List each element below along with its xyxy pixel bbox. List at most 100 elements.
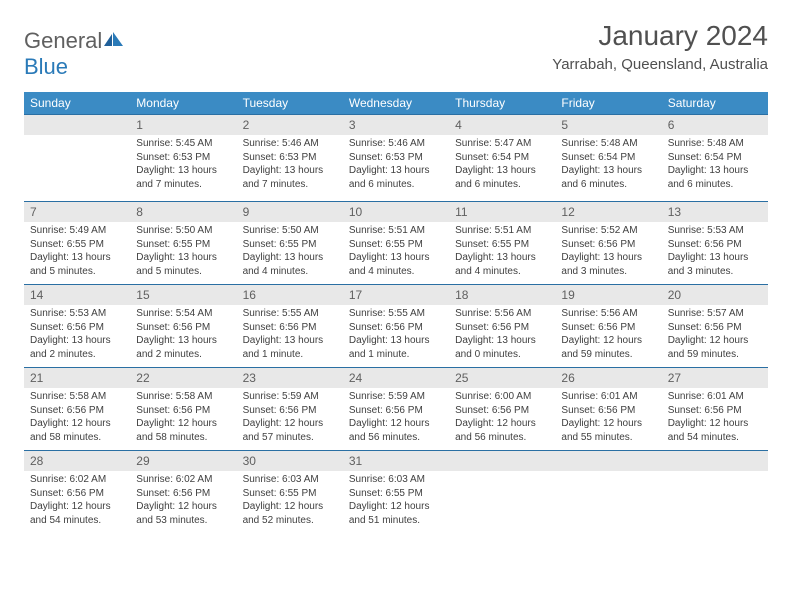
calendar-day-cell: 10 Sunrise: 5:51 AMSunset: 6:55 PMDayligh… [343,202,449,285]
day-content: Sunrise: 5:59 AMSunset: 6:56 PMDaylight:… [343,388,449,448]
calendar-day-cell: 29Sunrise: 6:02 AMSunset: 6:56 PMDayligh… [130,451,236,538]
day-number: 25 [449,368,555,388]
calendar-day-cell: 9Sunrise: 5:50 AMSunset: 6:55 PMDaylight… [237,202,343,285]
sunrise-text: Sunrise: 5:50 AM [243,224,337,238]
sunrise-text: Sunrise: 5:55 AM [243,307,337,321]
calendar-day-cell: 23Sunrise: 5:59 AMSunset: 6:56 PMDayligh… [237,368,343,451]
day-number: 12 [555,202,661,222]
daylight-text: Daylight: 12 hours and 55 minutes. [561,417,655,444]
calendar-table: SundayMondayTuesdayWednesdayThursdayFrid… [24,92,768,537]
day-number: 4 [449,115,555,135]
calendar-day-cell: 4Sunrise: 5:47 AMSunset: 6:54 PMDaylight… [449,115,555,202]
sunset-text: Sunset: 6:56 PM [30,321,124,335]
sunrise-text: Sunrise: 5:49 AM [30,224,124,238]
sunrise-text: Sunrise: 5:55 AM [349,307,443,321]
day-content: Sunrise: 5:54 AMSunset: 6:56 PMDaylight:… [130,305,236,365]
daylight-text: Daylight: 12 hours and 57 minutes. [243,417,337,444]
day-content: Sunrise: 6:01 AMSunset: 6:56 PMDaylight:… [662,388,768,448]
calendar-day-cell: 31Sunrise: 6:03 AMSunset: 6:55 PMDayligh… [343,451,449,538]
day-number: 27 [662,368,768,388]
day-number: 7 [24,202,130,222]
daylight-text: Daylight: 13 hours and 6 minutes. [668,164,762,191]
day-content [449,471,555,537]
day-content: Sunrise: 6:00 AMSunset: 6:56 PMDaylight:… [449,388,555,448]
calendar-day-cell: 27Sunrise: 6:01 AMSunset: 6:56 PMDayligh… [662,368,768,451]
day-content: Sunrise: 6:03 AMSunset: 6:55 PMDaylight:… [343,471,449,531]
day-number: 29 [130,451,236,471]
weekday-header: Wednesday [343,92,449,115]
day-number: 1 [130,115,236,135]
sunset-text: Sunset: 6:56 PM [561,404,655,418]
day-content: Sunrise: 5:53 AMSunset: 6:56 PMDaylight:… [662,222,768,282]
sunrise-text: Sunrise: 5:53 AM [668,224,762,238]
daylight-text: Daylight: 13 hours and 3 minutes. [668,251,762,278]
sunrise-text: Sunrise: 5:48 AM [561,137,655,151]
sunset-text: Sunset: 6:55 PM [455,238,549,252]
daylight-text: Daylight: 12 hours and 58 minutes. [30,417,124,444]
sunrise-text: Sunrise: 5:51 AM [455,224,549,238]
day-number: 15 [130,285,236,305]
sunset-text: Sunset: 6:54 PM [668,151,762,165]
day-number: 5 [555,115,661,135]
day-number: 17 [343,285,449,305]
sunset-text: Sunset: 6:56 PM [243,321,337,335]
sunrise-text: Sunrise: 6:03 AM [243,473,337,487]
sunrise-text: Sunrise: 5:56 AM [561,307,655,321]
day-content: Sunrise: 5:56 AMSunset: 6:56 PMDaylight:… [555,305,661,365]
sunset-text: Sunset: 6:56 PM [136,321,230,335]
day-number [24,115,130,135]
daylight-text: Daylight: 12 hours and 54 minutes. [30,500,124,527]
weekday-header: Sunday [24,92,130,115]
day-number: 23 [237,368,343,388]
sunrise-text: Sunrise: 5:52 AM [561,224,655,238]
calendar-day-cell: 6Sunrise: 5:48 AMSunset: 6:54 PMDaylight… [662,115,768,202]
day-content: Sunrise: 5:47 AMSunset: 6:54 PMDaylight:… [449,135,555,195]
calendar-day-cell [24,115,130,202]
page-title: January 2024 [552,20,768,52]
sunrise-text: Sunrise: 5:59 AM [243,390,337,404]
sunset-text: Sunset: 6:56 PM [561,321,655,335]
calendar-day-cell: 5Sunrise: 5:48 AMSunset: 6:54 PMDaylight… [555,115,661,202]
sunrise-text: Sunrise: 6:02 AM [136,473,230,487]
sunset-text: Sunset: 6:54 PM [455,151,549,165]
calendar-day-cell: 24Sunrise: 5:59 AMSunset: 6:56 PMDayligh… [343,368,449,451]
header: GeneralBlue January 2024 Yarrabah, Queen… [24,20,768,80]
day-number: 11 [449,202,555,222]
daylight-text: Daylight: 12 hours and 53 minutes. [136,500,230,527]
sunset-text: Sunset: 6:55 PM [30,238,124,252]
day-number: 9 [237,202,343,222]
daylight-text: Daylight: 12 hours and 56 minutes. [455,417,549,444]
day-number: 8 [130,202,236,222]
sunrise-text: Sunrise: 5:58 AM [30,390,124,404]
day-number: 28 [24,451,130,471]
daylight-text: Daylight: 13 hours and 6 minutes. [349,164,443,191]
sunset-text: Sunset: 6:55 PM [349,238,443,252]
calendar-day-cell: 1Sunrise: 5:45 AMSunset: 6:53 PMDaylight… [130,115,236,202]
sunset-text: Sunset: 6:56 PM [668,404,762,418]
daylight-text: Daylight: 13 hours and 7 minutes. [136,164,230,191]
weekday-header: Monday [130,92,236,115]
logo-text-2: Blue [24,54,68,79]
day-number: 10 [343,202,449,222]
day-content [24,135,130,201]
daylight-text: Daylight: 12 hours and 58 minutes. [136,417,230,444]
day-number: 13 [662,202,768,222]
sunset-text: Sunset: 6:55 PM [243,487,337,501]
sunrise-text: Sunrise: 5:47 AM [455,137,549,151]
daylight-text: Daylight: 12 hours and 51 minutes. [349,500,443,527]
daylight-text: Daylight: 12 hours and 59 minutes. [561,334,655,361]
sunrise-text: Sunrise: 5:51 AM [349,224,443,238]
day-content: Sunrise: 5:49 AMSunset: 6:55 PMDaylight:… [24,222,130,282]
logo-sails-icon [104,28,124,54]
calendar-week-row: 28Sunrise: 6:02 AMSunset: 6:56 PMDayligh… [24,451,768,538]
day-content: Sunrise: 5:51 AMSunset: 6:55 PMDaylight:… [449,222,555,282]
day-number: 21 [24,368,130,388]
day-number: 3 [343,115,449,135]
day-content: Sunrise: 5:58 AMSunset: 6:56 PMDaylight:… [24,388,130,448]
sunset-text: Sunset: 6:53 PM [349,151,443,165]
day-number [449,451,555,471]
day-content: Sunrise: 5:57 AMSunset: 6:56 PMDaylight:… [662,305,768,365]
day-content: Sunrise: 5:48 AMSunset: 6:54 PMDaylight:… [662,135,768,195]
calendar-day-cell: 12Sunrise: 5:52 AMSunset: 6:56 PMDayligh… [555,202,661,285]
daylight-text: Daylight: 13 hours and 4 minutes. [349,251,443,278]
